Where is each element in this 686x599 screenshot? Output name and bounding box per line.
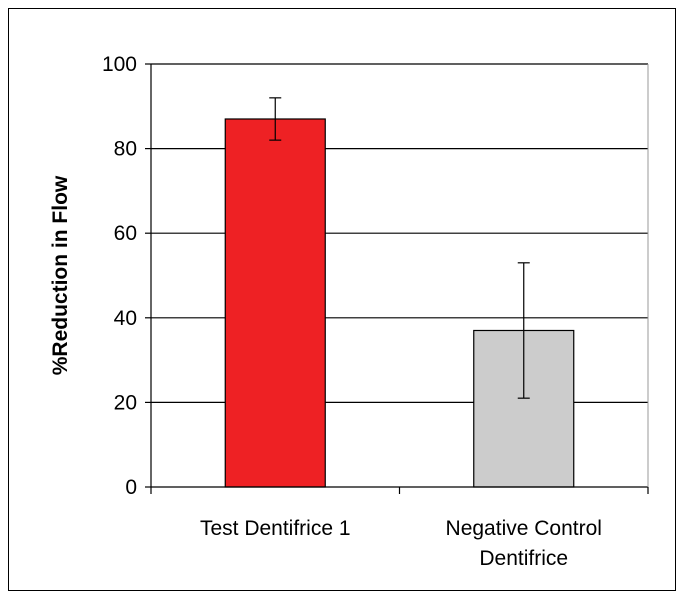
y-tick-label-40: 40 xyxy=(114,307,137,330)
y-tick-labels: 0 20 40 60 80 100 xyxy=(102,53,649,499)
y-tick-label-80: 80 xyxy=(114,138,137,161)
bars xyxy=(224,118,575,488)
category-label-1: Negative Control Dentifrice xyxy=(446,517,602,570)
bar-chart: 0 20 40 60 80 100 Test Dentifrice 1 Negative C… xyxy=(49,53,649,570)
y-tick-label-60: 60 xyxy=(114,222,137,245)
error-bars xyxy=(269,97,530,399)
category-label-0: Test Dentifrice 1 xyxy=(200,517,351,540)
y-tick-label-0: 0 xyxy=(125,476,137,499)
y-tick-label-20: 20 xyxy=(114,391,137,414)
bar-0 xyxy=(224,118,326,488)
category-label-line: Dentifrice xyxy=(479,547,568,570)
y-tick-label-100: 100 xyxy=(102,53,137,76)
chart-frame: 0 20 40 60 80 100 Test Dentifrice 1 Negative C… xyxy=(8,8,676,591)
category-label-line: Negative Control xyxy=(446,517,602,540)
category-label-line: Test Dentifrice 1 xyxy=(200,517,351,540)
x-tick-labels: Test Dentifrice 1 Negative Control Dentifr… xyxy=(200,517,602,570)
y-axis-title: %Reduction in Flow xyxy=(49,175,72,375)
